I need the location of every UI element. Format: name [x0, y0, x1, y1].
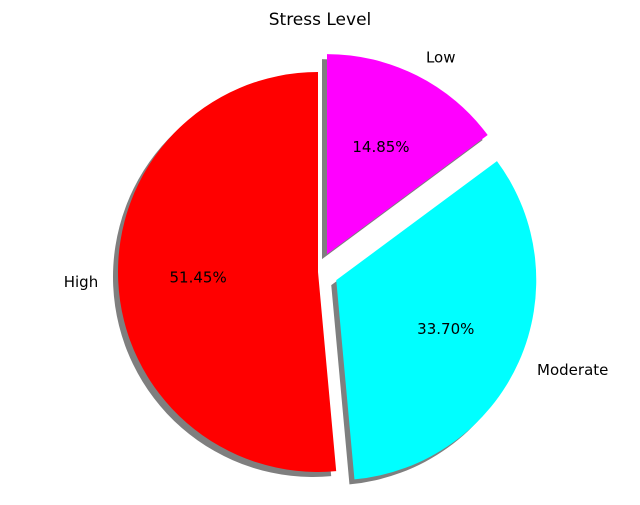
slice-label-high: High	[64, 273, 98, 291]
pct-label-high: 51.45%	[170, 268, 227, 286]
slices	[117, 54, 537, 480]
slice-high	[117, 72, 337, 473]
chart-title: Stress Level	[269, 10, 372, 30]
pct-label-moderate: 33.70%	[417, 320, 474, 338]
slice-moderate	[336, 161, 537, 480]
slice-labels: 51.45% High 33.70% Moderate 14.85% Low	[64, 49, 609, 379]
pct-label-low: 14.85%	[352, 138, 409, 156]
slice-low	[326, 54, 488, 255]
slice-label-low: Low	[426, 49, 456, 67]
slice-label-moderate: Moderate	[537, 361, 608, 379]
